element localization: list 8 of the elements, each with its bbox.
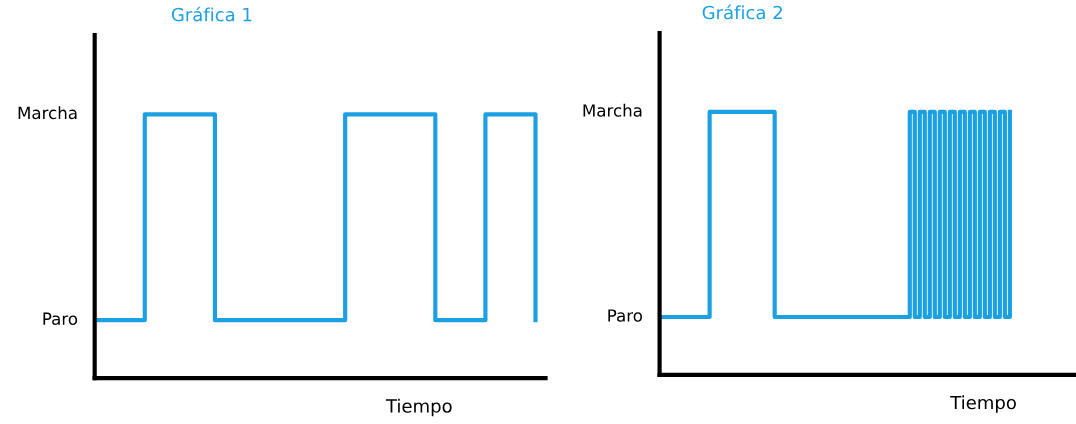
chart-title: Gráfica 1 — [171, 6, 252, 22]
chart-title: Gráfica 2 — [702, 4, 782, 20]
text: Paro — [608, 309, 643, 322]
x-axis-title: Tiempo — [385, 398, 452, 417]
text: Paro — [43, 312, 78, 325]
text: Marcha — [583, 103, 642, 117]
x-axis-title: Tiempo — [950, 395, 1016, 413]
text: Marcha — [18, 106, 77, 120]
